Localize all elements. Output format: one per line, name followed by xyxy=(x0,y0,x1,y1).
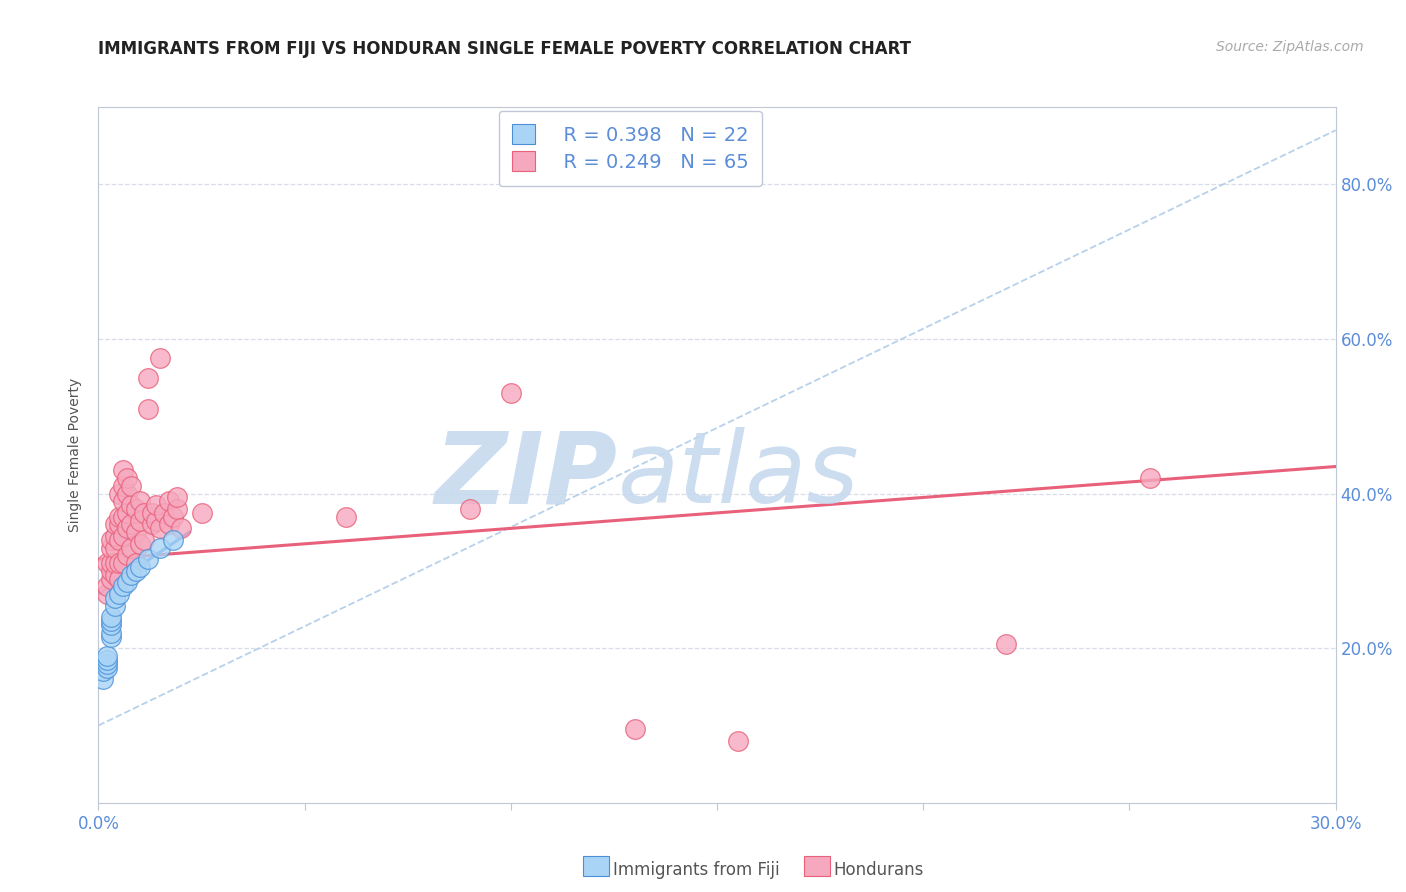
Point xyxy=(104,556,127,570)
Point xyxy=(117,471,139,485)
Point xyxy=(117,549,139,563)
Point xyxy=(145,498,167,512)
Point xyxy=(91,672,114,686)
Point xyxy=(136,552,159,566)
Point xyxy=(170,521,193,535)
Point xyxy=(124,564,146,578)
Point xyxy=(104,591,127,605)
Point xyxy=(727,734,749,748)
Point xyxy=(112,579,135,593)
Text: Hondurans: Hondurans xyxy=(834,861,924,879)
Point xyxy=(994,637,1017,651)
Point xyxy=(112,463,135,477)
Point xyxy=(124,525,146,540)
Point xyxy=(132,533,155,547)
Point xyxy=(145,514,167,528)
Point xyxy=(128,514,150,528)
Point xyxy=(91,665,114,679)
Point xyxy=(108,587,131,601)
Point xyxy=(100,556,122,570)
Point xyxy=(120,541,142,555)
Point xyxy=(136,370,159,384)
Point xyxy=(100,614,122,628)
Point xyxy=(100,610,122,624)
Point xyxy=(108,533,131,547)
Point xyxy=(96,648,118,663)
Point xyxy=(100,572,122,586)
Point xyxy=(458,502,481,516)
Point xyxy=(136,401,159,416)
Point xyxy=(100,541,122,555)
Point xyxy=(124,556,146,570)
Point xyxy=(124,502,146,516)
Point xyxy=(166,491,188,505)
Point xyxy=(141,517,163,532)
Legend:   R = 0.398   N = 22,   R = 0.249   N = 65: R = 0.398 N = 22, R = 0.249 N = 65 xyxy=(499,111,762,186)
Point xyxy=(162,533,184,547)
Point xyxy=(104,517,127,532)
Point xyxy=(112,509,135,524)
Point xyxy=(499,386,522,401)
Point xyxy=(96,657,118,671)
Point xyxy=(120,498,142,512)
Point xyxy=(104,567,127,582)
Point xyxy=(149,351,172,366)
Point xyxy=(96,660,118,674)
Point xyxy=(117,521,139,535)
Point xyxy=(108,572,131,586)
Point xyxy=(108,517,131,532)
Point xyxy=(117,575,139,590)
Point xyxy=(149,541,172,555)
Point xyxy=(100,625,122,640)
Point xyxy=(120,567,142,582)
Point xyxy=(100,564,122,578)
Point xyxy=(120,517,142,532)
Point xyxy=(108,509,131,524)
Point xyxy=(157,494,180,508)
Point xyxy=(104,541,127,555)
Text: Source: ZipAtlas.com: Source: ZipAtlas.com xyxy=(1216,40,1364,54)
Y-axis label: Single Female Poverty: Single Female Poverty xyxy=(69,378,83,532)
Point xyxy=(96,587,118,601)
Point xyxy=(132,506,155,520)
Point xyxy=(623,723,645,737)
Point xyxy=(117,486,139,500)
Point xyxy=(112,494,135,508)
Point xyxy=(157,517,180,532)
Point xyxy=(108,486,131,500)
Text: atlas: atlas xyxy=(619,427,859,524)
Point xyxy=(104,599,127,613)
Text: ZIP: ZIP xyxy=(434,427,619,524)
Point xyxy=(1139,471,1161,485)
Point xyxy=(335,509,357,524)
Point xyxy=(128,494,150,508)
Point xyxy=(128,537,150,551)
Point xyxy=(96,653,118,667)
Point xyxy=(120,479,142,493)
Text: Immigrants from Fiji: Immigrants from Fiji xyxy=(613,861,780,879)
Point xyxy=(190,506,212,520)
Point xyxy=(96,556,118,570)
Point xyxy=(108,556,131,570)
Point xyxy=(100,533,122,547)
Point xyxy=(128,560,150,574)
Point xyxy=(112,529,135,543)
Point xyxy=(162,509,184,524)
Point xyxy=(149,521,172,535)
Text: IMMIGRANTS FROM FIJI VS HONDURAN SINGLE FEMALE POVERTY CORRELATION CHART: IMMIGRANTS FROM FIJI VS HONDURAN SINGLE … xyxy=(98,40,911,58)
Point xyxy=(117,506,139,520)
Point xyxy=(112,479,135,493)
Point xyxy=(100,630,122,644)
Point xyxy=(141,506,163,520)
Point xyxy=(96,579,118,593)
Point xyxy=(104,529,127,543)
Point xyxy=(153,506,176,520)
Point xyxy=(100,618,122,632)
Point xyxy=(112,556,135,570)
Point xyxy=(166,502,188,516)
